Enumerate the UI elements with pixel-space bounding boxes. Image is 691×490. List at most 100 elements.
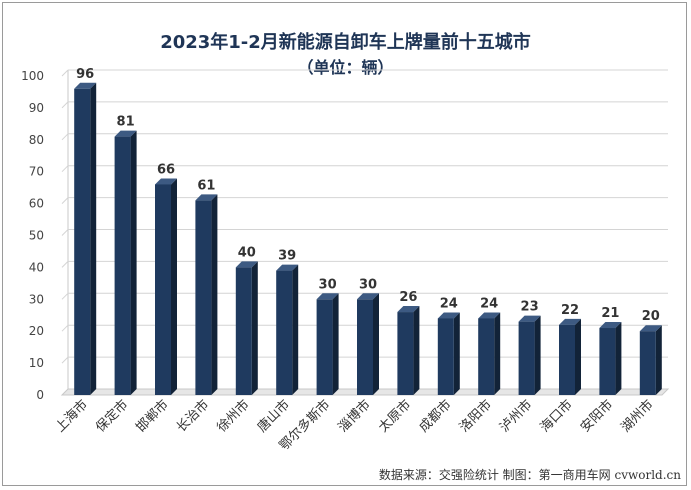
x-category-label: 安阳市 xyxy=(577,397,616,436)
y-tick-label: 80 xyxy=(29,133,44,147)
y-tick-label: 40 xyxy=(29,260,44,274)
bar-top xyxy=(316,293,339,300)
bar-top xyxy=(357,293,379,300)
gridline-side xyxy=(61,165,69,173)
bar-value-label: 26 xyxy=(399,290,417,305)
bar xyxy=(437,318,454,395)
gridline-side xyxy=(61,261,69,268)
y-tick-label: 60 xyxy=(29,197,44,211)
gridline-side xyxy=(61,292,69,300)
bar-side xyxy=(211,194,218,395)
bar-value-label: 20 xyxy=(642,309,660,324)
bar-side xyxy=(575,318,581,395)
gridline-side xyxy=(61,197,69,204)
y-tick-label: 100 xyxy=(21,69,44,83)
bar-top xyxy=(276,264,299,271)
x-category-label: 湖州市 xyxy=(618,397,657,436)
x-category-label: 成都市 xyxy=(416,397,455,436)
bar-side xyxy=(332,293,339,395)
bar-side xyxy=(453,312,460,395)
x-category-label: 泸州市 xyxy=(497,397,536,436)
gridline-side xyxy=(61,101,69,109)
bar-side xyxy=(292,264,299,395)
x-category-label: 海口市 xyxy=(537,397,576,436)
bar-value-label: 21 xyxy=(601,306,619,321)
bar-side xyxy=(90,82,97,395)
data-source-note: 数据来源：交强险统计 制图：第一商用车网 cvworld.cn xyxy=(378,468,681,482)
bar-top xyxy=(639,325,662,332)
gridline-side xyxy=(61,229,69,236)
gridline-side xyxy=(61,324,69,332)
x-category-label: 唐山市 xyxy=(254,397,293,436)
bar xyxy=(478,318,495,395)
bar-top xyxy=(478,312,501,319)
bar-top xyxy=(437,312,460,319)
bar xyxy=(639,331,656,395)
bar-value-label: 23 xyxy=(521,300,539,315)
bar-value-label: 22 xyxy=(561,303,579,318)
bar-side xyxy=(130,130,137,396)
bar xyxy=(599,328,616,395)
bar-side xyxy=(494,312,501,395)
gridline-side xyxy=(61,133,69,141)
bar-top xyxy=(114,130,137,137)
bars xyxy=(74,82,662,396)
bar-top xyxy=(599,322,622,329)
bar-side xyxy=(171,178,177,395)
x-category-label: 洛阳市 xyxy=(456,397,495,436)
bar-value-label: 24 xyxy=(440,296,458,311)
x-category-label: 长治市 xyxy=(173,397,212,436)
bar xyxy=(316,299,333,395)
bar-top xyxy=(74,82,97,89)
chart-subtitle: （单位：辆） xyxy=(297,58,394,77)
bar-side xyxy=(655,325,662,395)
bar xyxy=(357,299,373,395)
y-tick-label: 50 xyxy=(29,229,44,243)
y-tick-label: 20 xyxy=(29,324,44,338)
bar-value-label: 61 xyxy=(197,178,215,193)
bar-side xyxy=(413,306,420,395)
y-tick-label: 0 xyxy=(36,388,44,402)
bar-value-label: 81 xyxy=(117,115,135,130)
bar-value-label: 40 xyxy=(238,245,256,260)
y-tick-label: 90 xyxy=(29,101,44,115)
bar-top xyxy=(195,194,218,201)
bar-side xyxy=(615,322,622,395)
x-category-label: 太原市 xyxy=(375,397,414,436)
x-category-label: 上海市 xyxy=(52,397,91,436)
bar-top xyxy=(397,306,420,313)
x-category-label: 保定市 xyxy=(93,397,132,436)
x-category-label: 淄博市 xyxy=(335,397,374,436)
bar-side xyxy=(373,293,379,395)
bar-side xyxy=(534,315,541,395)
chart-title: 2023年1-2月新能源自卸车上牌量前十五城市 xyxy=(160,32,531,53)
bar-value-label: 24 xyxy=(480,296,498,311)
bar xyxy=(397,312,414,395)
bar xyxy=(276,270,293,395)
gridline-side xyxy=(61,356,69,364)
bar xyxy=(155,184,171,395)
bar-top xyxy=(155,178,177,185)
value-labels: 96 81 66 61 40 39 30 30 26 24 24 23 22 21 20 xyxy=(76,67,660,324)
bar-top xyxy=(235,261,258,268)
x-category-label: 徐州市 xyxy=(214,397,253,436)
bar xyxy=(559,324,575,395)
bar xyxy=(114,136,131,396)
bar-value-label: 30 xyxy=(359,277,377,292)
bar xyxy=(74,88,91,395)
y-tick-label: 30 xyxy=(29,292,44,306)
bar-value-label: 96 xyxy=(76,67,94,82)
y-tick-label: 10 xyxy=(29,356,44,370)
gridline-side xyxy=(61,69,69,77)
bar-value-label: 66 xyxy=(157,162,175,177)
bar-value-label: 39 xyxy=(278,249,296,264)
bar-value-label: 30 xyxy=(319,277,337,292)
x-category-label: 邯郸市 xyxy=(133,397,172,436)
y-tick-label: 70 xyxy=(29,165,44,179)
bar xyxy=(195,200,212,395)
y-axis: 0 10 20 30 40 50 60 70 80 90 100 xyxy=(21,69,44,402)
bar-top xyxy=(518,315,541,322)
bar xyxy=(235,267,252,395)
